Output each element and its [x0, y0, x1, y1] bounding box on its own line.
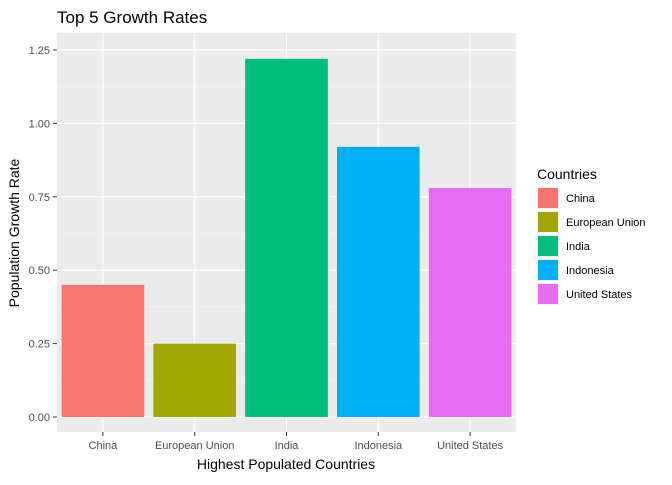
legend-entry-label: India — [566, 241, 591, 253]
legend-entry-label: Indonesia — [566, 265, 615, 277]
legend: Countries China European Union India Indone… — [537, 166, 646, 305]
legend-entry-label: United States — [566, 289, 633, 301]
x-tick-label: United States — [437, 440, 504, 452]
bar-european-union — [153, 343, 237, 417]
x-tick-label: European Union — [155, 440, 235, 452]
y-tick-label: 0.50 — [29, 265, 50, 277]
x-axis: China European Union India Indonesia United … — [89, 432, 504, 452]
legend-key-swatch — [538, 260, 558, 280]
legend-title: Countries — [537, 166, 597, 182]
y-tick-label: 0.75 — [29, 192, 50, 204]
x-tick-label: Indonesia — [354, 440, 403, 452]
legend-key-swatch — [538, 284, 558, 304]
legend-key-swatch — [538, 236, 558, 256]
y-tick-label: 1.25 — [29, 45, 50, 57]
x-tick-label: India — [275, 440, 300, 452]
legend-key-swatch — [538, 212, 558, 232]
y-tick-label: 0.00 — [29, 412, 50, 424]
bar-united-states — [428, 187, 512, 417]
y-tick-label: 0.25 — [29, 339, 50, 351]
x-axis-title: Highest Populated Countries — [197, 456, 375, 472]
bar-india — [245, 58, 328, 418]
y-axis: 0.00 0.25 0.50 0.75 1.00 1.25 — [29, 45, 57, 424]
legend-entry-label: China — [566, 193, 596, 205]
y-tick-label: 1.00 — [29, 118, 50, 130]
chart-title: Top 5 Growth Rates — [57, 8, 207, 27]
x-tick-label: China — [89, 440, 119, 452]
legend-key-swatch — [538, 188, 558, 208]
bar-indonesia — [336, 146, 420, 417]
y-axis-title: Population Growth Rate — [6, 158, 22, 307]
bar-china — [61, 284, 145, 417]
legend-entry-label: European Union — [566, 217, 646, 229]
bars — [61, 58, 512, 418]
